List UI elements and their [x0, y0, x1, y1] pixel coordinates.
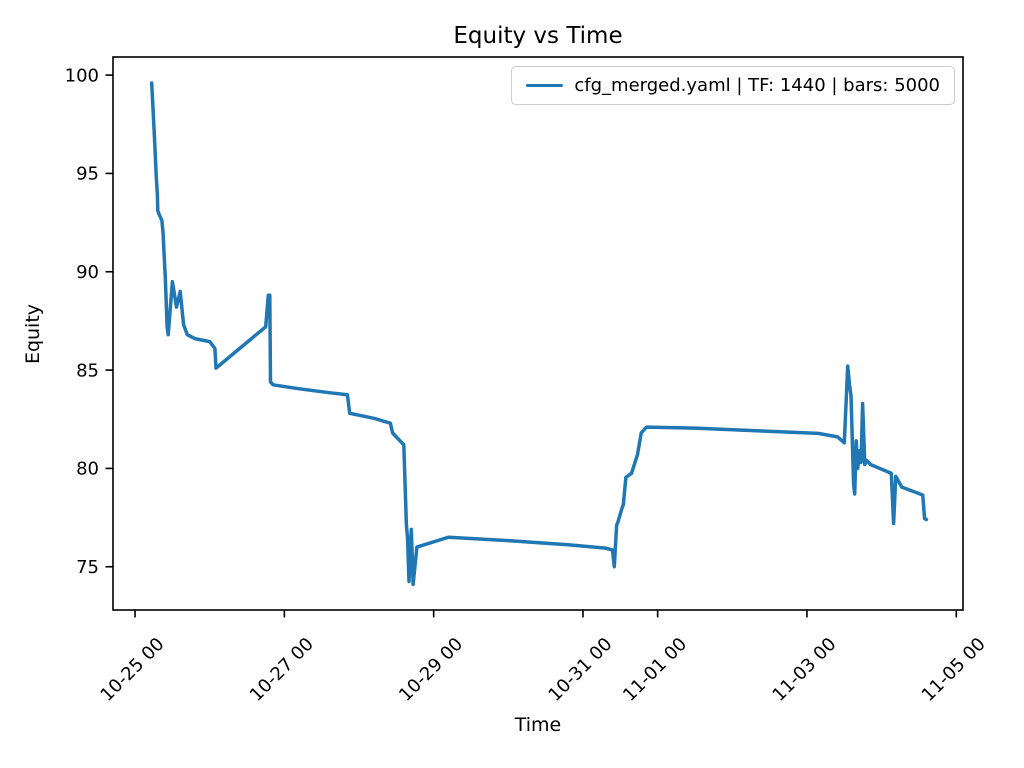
axes-frame	[112, 56, 964, 611]
x-tick-label: 11-01 00	[619, 634, 691, 706]
y-tick-label: 100	[65, 65, 99, 86]
y-tick-label: 80	[76, 459, 99, 480]
x-tick-label: 10-31 00	[544, 634, 616, 706]
x-tick-label: 11-05 00	[918, 634, 990, 706]
y-tick-label: 95	[76, 164, 99, 185]
x-tick-label: 10-25 00	[96, 634, 168, 706]
legend-line-sample	[526, 83, 564, 88]
equity-series-line	[149, 81, 929, 587]
x-tick-label: 10-27 00	[246, 634, 318, 706]
y-tick-label: 75	[76, 557, 99, 578]
chart-title: Equity vs Time	[453, 23, 623, 49]
y-axis-label: Equity	[22, 303, 44, 365]
y-tick-label: 85	[76, 360, 99, 381]
legend-label: cfg_merged.yaml | TF: 1440 | bars: 5000	[574, 75, 940, 96]
y-tick-label: 90	[76, 262, 99, 283]
x-axis-label: Time	[514, 714, 562, 736]
x-tick-label: 11-03 00	[768, 634, 840, 706]
x-tick-label: 10-29 00	[395, 634, 467, 706]
legend: cfg_merged.yaml | TF: 1440 | bars: 5000	[511, 66, 955, 105]
